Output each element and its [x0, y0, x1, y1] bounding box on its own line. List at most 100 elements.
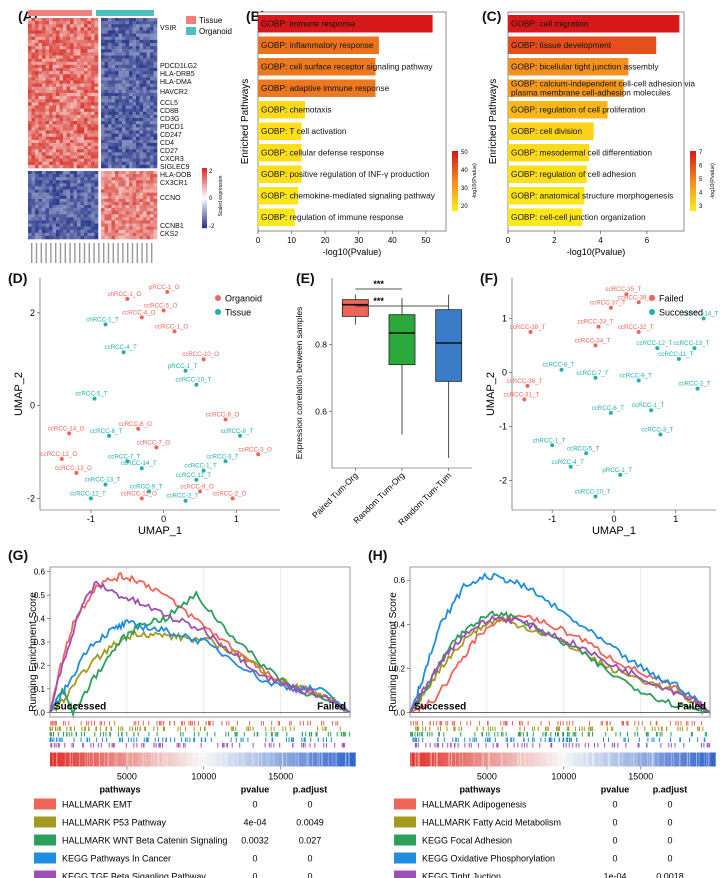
- ranked-list-gradient: [501, 752, 508, 767]
- heatmap-cell: [139, 201, 144, 206]
- heatmap-cell: [118, 46, 123, 50]
- heatmap-cell: [45, 133, 50, 138]
- heatmap-cell: [118, 80, 123, 84]
- colorbar-step: [452, 163, 458, 166]
- heatmap-cell: [101, 155, 105, 159]
- heatmap-cell: [59, 174, 64, 178]
- heatmap-cell: [94, 208, 99, 212]
- heatmap-cell: [129, 217, 133, 221]
- heatmap-cell: [87, 71, 92, 75]
- heatmap-cell: [59, 164, 64, 169]
- heatmap-cell: [115, 217, 119, 221]
- heatmap-cell: [56, 177, 60, 181]
- heatmap-cell: [115, 235, 119, 240]
- heatmap-cell: [143, 89, 147, 94]
- colorbar-step: [452, 209, 458, 212]
- heatmap-cell: [66, 133, 71, 138]
- panel-label-f: (F): [480, 270, 498, 286]
- heatmap-cell: [52, 18, 57, 22]
- heatmap-cell: [49, 146, 53, 150]
- ranked-list-gradient: [65, 752, 71, 767]
- heatmap-cell: [122, 223, 126, 227]
- heatmap-cell: [59, 61, 64, 66]
- heatmap-cell: [125, 86, 130, 91]
- heatmap-cell: [136, 105, 140, 109]
- heatmap-cell: [35, 21, 39, 25]
- heatmap-cell: [42, 52, 46, 56]
- heatmap-cell: [136, 114, 140, 119]
- heatmap-cell: [31, 158, 36, 163]
- heatmap-cell: [31, 195, 36, 200]
- heatmap-cell: [143, 180, 147, 184]
- heatmap-cell: [35, 58, 39, 63]
- heatmap-cell: [115, 80, 119, 84]
- pathway-label: GOBP: calcium-independent cell-cell adhe…: [511, 79, 695, 89]
- heatmap-cell: [66, 130, 71, 134]
- heatmap-cell: [111, 229, 116, 234]
- heatmap-cell: [31, 99, 36, 103]
- heatmap-cell: [84, 183, 88, 187]
- heatmap-cell: [77, 161, 81, 166]
- heatmap-cell: [31, 21, 36, 25]
- ranked-list-gradient: [496, 752, 503, 767]
- heatmap-cell: [28, 111, 32, 116]
- heatmap-cell: [38, 180, 43, 184]
- heatmap-cell: [108, 130, 112, 134]
- heatmap-cell: [125, 111, 130, 116]
- heatmap-cell: [118, 71, 123, 75]
- heatmap-cell: [129, 49, 133, 53]
- heatmap-cell: [87, 171, 92, 175]
- heatmap-cell: [111, 83, 116, 88]
- heatmap-cell: [136, 152, 140, 156]
- heatmap-cell: [84, 124, 88, 128]
- heatmap-cell: [49, 143, 53, 147]
- heatmap-cell: [35, 43, 39, 47]
- heatmap-cell: [118, 111, 123, 116]
- heatmap-cell: [101, 108, 105, 113]
- heatmap-cell: [118, 93, 123, 97]
- heatmap-cell: [84, 68, 88, 72]
- heatmap-cell: [31, 74, 36, 78]
- heatmap-cell: [73, 235, 78, 240]
- heatmap-cell: [143, 114, 147, 119]
- x-tick-label: 10000: [191, 772, 216, 782]
- heatmap-cell: [129, 96, 133, 100]
- panel-label-e: (E): [296, 270, 315, 286]
- bar: [258, 208, 295, 226]
- heatmap-cell: [31, 133, 36, 138]
- heatmap-cell: [150, 217, 154, 221]
- heatmap-cell: [101, 77, 105, 81]
- heatmap-cell: [132, 133, 137, 138]
- heatmap-cell: [77, 21, 81, 25]
- heatmap-cell: [101, 121, 105, 125]
- heatmap-cell: [28, 83, 32, 88]
- heatmap-cell: [104, 152, 109, 156]
- heatmap-cell: [87, 46, 92, 50]
- heatmap-cell: [77, 136, 81, 141]
- heatmap-cell: [45, 130, 50, 134]
- heatmap-cell: [153, 74, 158, 78]
- heatmap-cell: [139, 220, 144, 224]
- heatmap-cell: [28, 21, 32, 25]
- heatmap-cell: [45, 161, 50, 166]
- heatmap-cell: [80, 139, 85, 144]
- heatmap-cell: [73, 58, 78, 63]
- heatmap-cell: [63, 174, 67, 178]
- heatmap-cell: [42, 93, 46, 97]
- heatmap-cell: [129, 208, 133, 212]
- heatmap-cell: [63, 186, 67, 190]
- heatmap-cell: [80, 118, 85, 122]
- heatmap-cell: [139, 102, 144, 106]
- heatmap-cell: [125, 195, 130, 200]
- heatmap-cell: [125, 46, 130, 50]
- heatmap-cell: [49, 83, 53, 88]
- heatmap-cell: [87, 27, 92, 31]
- heatmap-cell: [42, 68, 46, 72]
- heatmap-cell: [150, 55, 154, 59]
- heatmap-cell: [136, 183, 140, 187]
- heatmap-cell: [122, 114, 126, 119]
- heatmap-cell: [153, 108, 158, 113]
- heatmap-cell: [108, 189, 112, 193]
- heatmap-cell: [52, 223, 57, 227]
- heatmap-cell: [42, 61, 46, 66]
